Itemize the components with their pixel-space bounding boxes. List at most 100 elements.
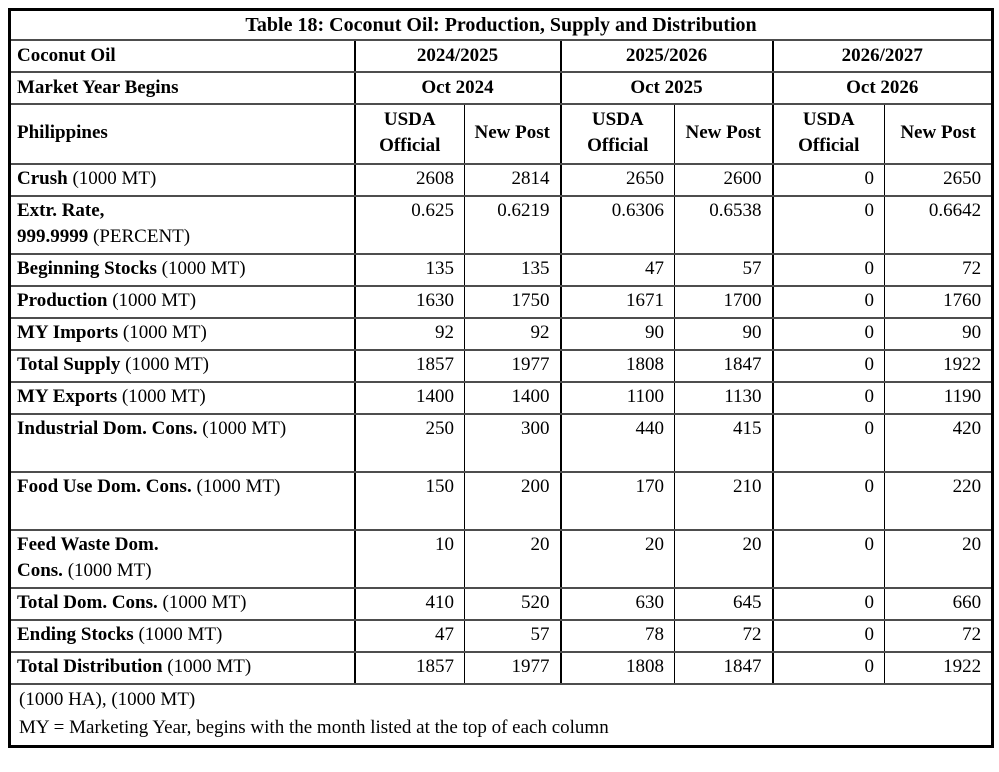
commodity-label: Coconut Oil	[8, 38, 355, 73]
market-year-begins-label: Market Year Begins	[8, 70, 355, 105]
value-cell: 1977	[464, 650, 561, 685]
value-cell: 72	[883, 252, 993, 287]
value-cell: 1190	[883, 380, 993, 415]
row-label: Total Dom. Cons. (1000 MT)	[8, 586, 355, 621]
value-cell: 1808	[559, 348, 675, 383]
value-cell: 0	[771, 380, 885, 415]
value-cell: 1700	[674, 284, 773, 319]
value-cell: 250	[353, 412, 465, 473]
value-cell: 90	[883, 316, 993, 351]
table-row: Total Supply (1000 MT) 1857 1977 1808 1847 0 1…	[8, 348, 993, 383]
value-cell: 0	[771, 618, 885, 653]
row-label-unit: (1000 MT)	[197, 417, 287, 439]
row-label-unit: (1000 MT)	[156, 257, 246, 279]
table-row: Industrial Dom. Cons. (1000 MT) 250 300 440…	[8, 412, 993, 473]
value-cell: 0.625	[353, 194, 465, 255]
value-cell: 1847	[674, 348, 773, 383]
row-label: Production (1000 MT)	[8, 284, 355, 319]
value-cell: 0	[771, 284, 885, 319]
footnote-row: (1000 HA), (1000 MT) MY = Marketing Year…	[8, 682, 993, 747]
value-cell: 57	[464, 618, 561, 653]
value-cell: 0.6538	[674, 194, 773, 255]
row-label: Total Distribution (1000 MT)	[8, 650, 355, 685]
title-row: Table 18: Coconut Oil: Production, Suppl…	[9, 8, 993, 41]
value-cell: 170	[559, 470, 675, 531]
value-cell: 2650	[883, 162, 993, 197]
value-cell: 660	[883, 586, 993, 621]
value-cell: 0.6219	[464, 194, 561, 255]
value-cell: 1100	[559, 380, 675, 415]
value-cell: 220	[883, 470, 993, 531]
row-label-unit: (1000 MT)	[133, 623, 223, 645]
value-cell: 0	[771, 412, 885, 473]
market-year-2026-2027: 2026/2027	[771, 38, 993, 73]
column-header-usda-official-1: USDA Official	[353, 102, 465, 165]
row-label: MY Imports (1000 MT)	[8, 316, 355, 351]
value-cell: 2814	[464, 162, 561, 197]
row-label-name: Cons.	[17, 559, 63, 581]
row-label: Total Supply (1000 MT)	[8, 348, 355, 383]
row-label-name: Production	[17, 289, 108, 311]
row-label-name: Total Dom. Cons.	[17, 591, 158, 613]
market-year-begins-row: Market Year Begins Oct 2024 Oct 2025 Oct…	[8, 70, 993, 105]
value-cell: 0	[771, 470, 885, 531]
value-cell: 135	[464, 252, 561, 287]
row-label-unit: (1000 MT)	[162, 655, 252, 677]
row-label-unit: (1000 MT)	[118, 321, 207, 343]
market-year-2025-2026: 2025/2026	[559, 38, 773, 73]
row-label-unit: (1000 MT)	[157, 591, 247, 613]
table-row: MY Imports (1000 MT) 92 92 90 90 0 90	[8, 316, 993, 351]
value-cell: 645	[674, 586, 773, 621]
footnote-units: (1000 HA), (1000 MT)	[19, 688, 196, 710]
column-header-usda-official-2: USDA Official	[559, 102, 675, 165]
column-header-new-post-3: New Post	[883, 102, 993, 165]
market-year-begins-3: Oct 2026	[771, 70, 993, 105]
row-label-unit: (1000 MT)	[107, 289, 197, 311]
value-cell: 420	[883, 412, 993, 473]
value-cell: 1857	[353, 348, 465, 383]
table-title: Table 18: Coconut Oil: Production, Suppl…	[9, 8, 993, 41]
table-row: Ending Stocks (1000 MT) 47 57 78 72 0 72	[8, 618, 993, 653]
value-cell: 47	[353, 618, 465, 653]
table-row: Feed Waste Dom. Cons. (1000 MT) 10 20 20 20 0 2…	[8, 528, 993, 589]
value-cell: 135	[353, 252, 465, 287]
value-cell: 630	[559, 586, 675, 621]
value-cell: 1857	[353, 650, 465, 685]
value-cell: 1922	[883, 650, 993, 685]
value-cell: 0	[771, 162, 885, 197]
value-cell: 1400	[464, 380, 561, 415]
table-row: Production (1000 MT) 1630 1750 1671 1700 0 176…	[8, 284, 993, 319]
row-label-name: Extr. Rate,	[17, 199, 105, 221]
row-label: Ending Stocks (1000 MT)	[8, 618, 355, 653]
row-label-name: Feed Waste Dom.	[17, 533, 159, 555]
row-label: Beginning Stocks (1000 MT)	[8, 252, 355, 287]
value-cell: 90	[674, 316, 773, 351]
footnote-my-definition: MY = Marketing Year, begins with the mon…	[19, 716, 609, 738]
row-label: Crush (1000 MT)	[8, 162, 355, 197]
value-cell: 2600	[674, 162, 773, 197]
row-label-name: Food Use Dom. Cons.	[17, 475, 192, 497]
row-label-name: Total Supply	[17, 353, 121, 375]
value-cell: 57	[674, 252, 773, 287]
value-cell: 2608	[353, 162, 465, 197]
value-cell: 440	[559, 412, 675, 473]
value-cell: 20	[464, 528, 561, 589]
row-label: Industrial Dom. Cons. (1000 MT)	[8, 412, 355, 473]
row-label-unit: (1000 MT)	[120, 353, 209, 375]
value-cell: 0.6306	[559, 194, 675, 255]
value-cell: 0	[771, 316, 885, 351]
column-header-new-post-1: New Post	[464, 102, 561, 165]
value-cell: 1130	[674, 380, 773, 415]
value-cell: 300	[464, 412, 561, 473]
row-label: Feed Waste Dom. Cons. (1000 MT)	[8, 528, 355, 589]
column-header-new-post-2: New Post	[674, 102, 773, 165]
table-row: Food Use Dom. Cons. (1000 MT) 150 200 170 21…	[8, 470, 993, 531]
value-cell: 2650	[559, 162, 675, 197]
row-label-name: Total Distribution	[17, 655, 163, 677]
row-label-unit: (PERCENT)	[88, 225, 191, 247]
value-cell: 72	[883, 618, 993, 653]
footnote-cell: (1000 HA), (1000 MT) MY = Marketing Year…	[8, 682, 993, 747]
row-label-unit: (1000 MT)	[117, 385, 206, 407]
market-year-begins-2: Oct 2025	[559, 70, 773, 105]
